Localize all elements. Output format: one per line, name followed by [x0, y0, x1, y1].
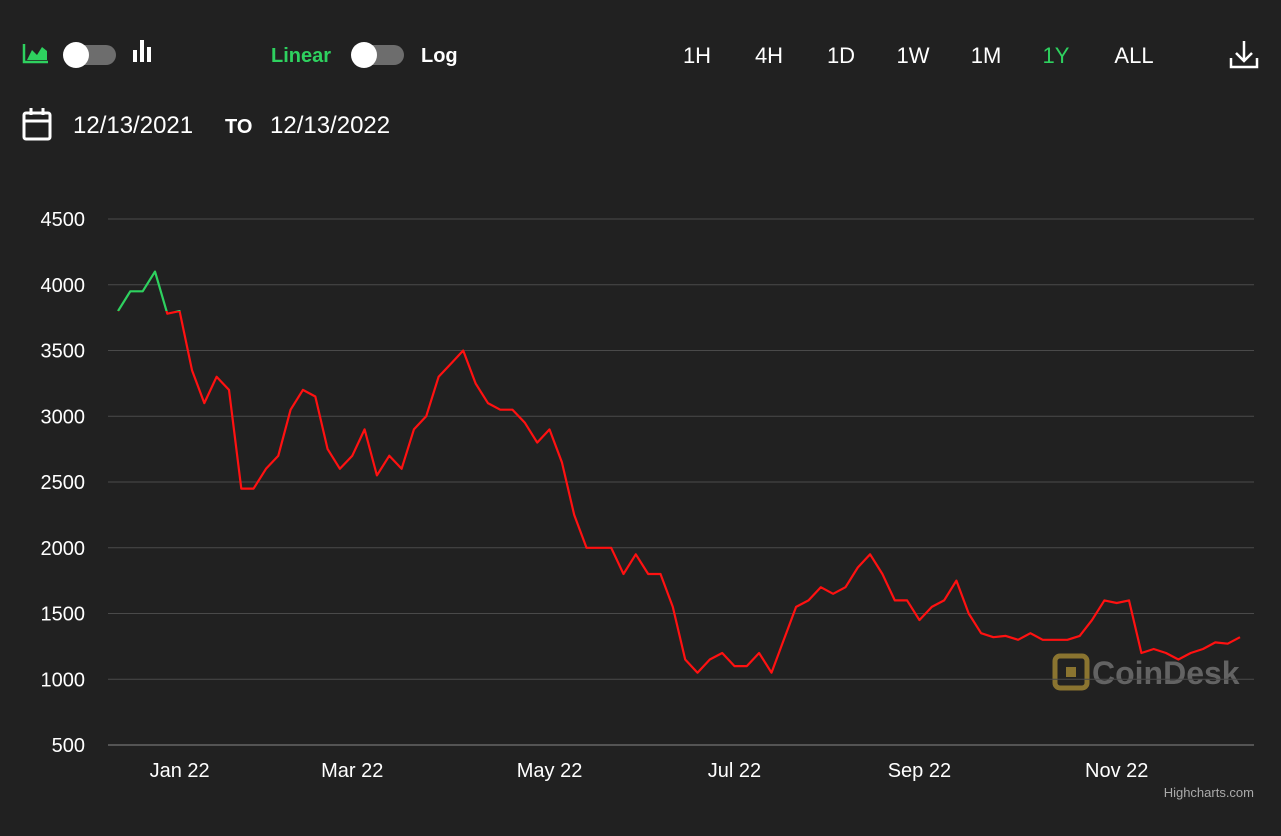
date-from[interactable]: 12/13/2021	[73, 112, 194, 139]
x-tick-label: Mar 22	[321, 760, 383, 782]
range-button[interactable]: 1H	[682, 43, 712, 68]
watermark: CoinDesk	[1092, 655, 1240, 691]
y-tick-label: 500	[52, 735, 85, 757]
scale-toggle[interactable]	[351, 42, 404, 68]
x-tick-label: May 22	[517, 760, 583, 782]
chart-type-toggle[interactable]	[63, 42, 116, 68]
x-tick-label: Jan 22	[150, 760, 210, 782]
scale-option[interactable]: Log	[421, 45, 458, 67]
y-tick-label: 3500	[41, 341, 86, 363]
y-tick-label: 2500	[41, 472, 86, 494]
credits[interactable]: Highcharts.com	[1164, 785, 1254, 800]
y-tick-label: 4500	[41, 209, 86, 231]
y-tick-label: 3000	[41, 406, 86, 428]
download-icon[interactable]	[1229, 41, 1259, 69]
range-button[interactable]: 1M	[970, 43, 1002, 68]
bar-icon[interactable]	[133, 40, 151, 62]
y-tick-label: 1500	[41, 604, 86, 626]
date-to[interactable]: 12/13/2022	[270, 112, 391, 139]
scale-option[interactable]: Linear	[271, 45, 332, 67]
price-line	[117, 270, 181, 312]
x-tick-label: Nov 22	[1085, 760, 1148, 782]
range-button[interactable]: 1D	[826, 43, 856, 68]
y-tick-label: 2000	[41, 538, 86, 560]
watermark-icon	[1052, 653, 1090, 691]
date-separator: TO	[225, 116, 253, 138]
area-icon[interactable]	[22, 44, 48, 64]
calendar-icon[interactable]	[22, 108, 52, 141]
y-tick-label: 1000	[41, 669, 86, 691]
range-button[interactable]: 4H	[754, 43, 784, 68]
y-tick-label: 4000	[41, 275, 86, 297]
range-button[interactable]: ALL	[1114, 43, 1154, 68]
range-button[interactable]: 1W	[896, 43, 930, 68]
price-line	[117, 311, 1241, 674]
x-tick-label: Jul 22	[708, 760, 761, 782]
range-button[interactable]: 1Y	[1042, 43, 1070, 68]
x-tick-label: Sep 22	[888, 760, 951, 782]
